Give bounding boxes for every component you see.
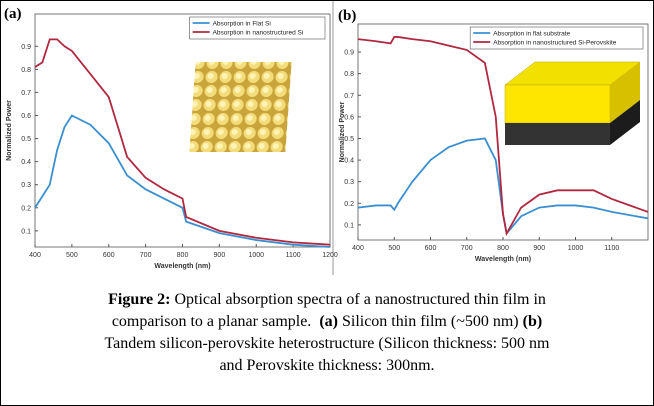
y-tick-label: 0.1 <box>21 228 31 235</box>
x-tick-label: 1100 <box>604 245 619 252</box>
y-axis-label: Normalized Power <box>6 100 13 161</box>
caption-text: Optical absorption spectra of a nanostru… <box>170 291 545 308</box>
panel-label: (b) <box>338 8 356 24</box>
y-tick-label: 0.4 <box>21 159 31 166</box>
x-tick-label: 500 <box>388 245 400 252</box>
caption-text: and Perovskite thickness: 300nm. <box>219 357 434 374</box>
legend-label: Absorption in Flat Si <box>213 20 271 27</box>
legend-label: Absorption in nanostructured Si <box>213 29 304 36</box>
caption-line: Tandem silicon-perovskite heterostructur… <box>105 335 551 352</box>
y-tick-label: 0.5 <box>344 136 354 143</box>
x-tick-label: 700 <box>461 245 473 252</box>
y-tick-label: 0.9 <box>344 50 354 57</box>
y-tick-label: 0.8 <box>21 67 31 74</box>
y-tick-label: 0.5 <box>21 136 31 143</box>
legend-label: Absorption in flat substrate <box>493 30 570 37</box>
x-tick-label: 800 <box>497 245 509 252</box>
caption-line: Figure 2: Optical absorption spectra of … <box>108 291 546 308</box>
caption-text: (a) <box>319 313 338 330</box>
y-tick-label: 0.3 <box>21 182 31 189</box>
x-tick-label: 600 <box>425 245 437 252</box>
y-tick-label: 0.2 <box>21 205 31 212</box>
caption-text: Figure 2: <box>108 291 170 308</box>
inset-tandem-stack <box>504 61 641 145</box>
legend-box <box>189 16 326 40</box>
caption-text: Tandem silicon-perovskite heterostructur… <box>105 335 551 352</box>
caption-line: comparison to a planar sample. (a) Silic… <box>112 313 542 330</box>
y-tick-label: 0.1 <box>344 222 354 229</box>
data-line <box>34 38 331 246</box>
legend-box <box>469 26 644 50</box>
y-tick-label: 0.8 <box>344 71 354 78</box>
x-axis-label: Wavelength (nm) <box>475 256 531 263</box>
legend-label: Absorption in nanostructured Si-Perovski… <box>493 39 617 46</box>
x-tick-label: 1200 <box>322 252 338 259</box>
caption-text: comparison to a planar sample. <box>112 313 320 330</box>
data-line <box>357 36 649 237</box>
y-tick-label: 0.9 <box>21 44 31 51</box>
x-tick-label: 1000 <box>568 245 584 252</box>
y-tick-label: 0.6 <box>344 114 354 121</box>
x-tick-label: 400 <box>352 245 364 252</box>
data-line <box>34 114 331 248</box>
x-tick-label: 1100 <box>286 252 301 259</box>
x-tick-label: 900 <box>533 245 545 252</box>
inset-nanostructure <box>189 62 292 152</box>
y-tick-label: 0.7 <box>344 93 354 100</box>
y-tick-label: 0.7 <box>21 90 31 97</box>
x-axis-label: Wavelength (nm) <box>154 263 210 270</box>
x-tick-label: 1000 <box>248 252 264 259</box>
caption-text: Silicon thin film (~500 nm) <box>338 313 523 330</box>
y-tick-label: 0.3 <box>344 179 354 186</box>
y-tick-label: 0.4 <box>344 158 354 165</box>
x-tick-label: 500 <box>66 252 78 259</box>
caption-line: and Perovskite thickness: 300nm. <box>219 357 434 374</box>
panel-label: (a) <box>4 6 22 22</box>
x-tick-label: 800 <box>177 252 189 259</box>
x-tick-label: 700 <box>140 252 152 259</box>
x-tick-label: 400 <box>29 252 41 259</box>
x-tick-label: 900 <box>214 252 226 259</box>
x-tick-label: 600 <box>103 252 115 259</box>
data-line <box>357 137 649 236</box>
y-tick-label: 0.6 <box>21 113 31 120</box>
y-tick-label: 0.2 <box>344 201 354 208</box>
y-axis-label: Normalized Power <box>339 101 346 162</box>
caption-text: (b) <box>523 313 543 330</box>
